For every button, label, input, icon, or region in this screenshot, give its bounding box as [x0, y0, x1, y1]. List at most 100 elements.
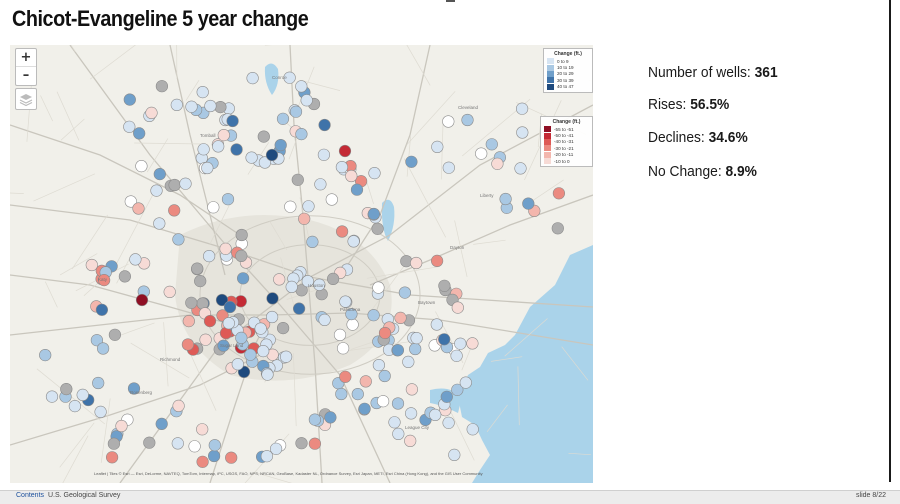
well-marker[interactable] — [124, 121, 136, 133]
well-marker[interactable] — [154, 218, 166, 230]
well-marker[interactable] — [377, 395, 389, 407]
well-marker[interactable] — [225, 452, 237, 464]
well-marker[interactable] — [516, 103, 528, 115]
layers-icon[interactable] — [15, 88, 37, 110]
well-marker[interactable] — [406, 156, 418, 168]
well-marker[interactable] — [410, 257, 422, 269]
well-marker[interactable] — [124, 94, 136, 106]
contents-link[interactable]: Contents — [16, 492, 44, 499]
well-marker[interactable] — [379, 327, 391, 339]
well-marker[interactable] — [109, 329, 121, 341]
well-marker[interactable] — [467, 424, 479, 436]
well-marker[interactable] — [220, 243, 232, 255]
well-marker[interactable] — [307, 236, 319, 248]
well-marker[interactable] — [372, 223, 384, 235]
well-marker[interactable] — [255, 323, 267, 335]
well-marker[interactable] — [194, 275, 206, 287]
well-marker[interactable] — [232, 358, 244, 370]
well-marker[interactable] — [227, 115, 239, 127]
well-marker[interactable] — [146, 107, 158, 119]
well-marker[interactable] — [334, 329, 346, 341]
well-marker[interactable] — [346, 170, 358, 182]
well-marker[interactable] — [368, 208, 380, 220]
well-marker[interactable] — [144, 437, 156, 449]
well-marker[interactable] — [389, 417, 401, 429]
well-marker[interactable] — [169, 179, 181, 191]
well-marker[interactable] — [116, 420, 128, 432]
well-marker[interactable] — [231, 144, 243, 156]
well-marker[interactable] — [222, 193, 234, 205]
well-marker[interactable] — [523, 198, 535, 210]
well-marker[interactable] — [173, 234, 185, 246]
well-marker[interactable] — [136, 294, 148, 306]
well-marker[interactable] — [309, 438, 321, 450]
well-marker[interactable] — [406, 384, 418, 396]
well-marker[interactable] — [443, 162, 455, 174]
well-marker[interactable] — [270, 443, 282, 455]
well-marker[interactable] — [133, 203, 145, 215]
well-marker[interactable] — [301, 95, 313, 107]
well-marker[interactable] — [108, 438, 120, 450]
well-marker[interactable] — [393, 428, 405, 440]
well-marker[interactable] — [340, 296, 352, 308]
well-marker[interactable] — [326, 194, 338, 206]
well-marker[interactable] — [443, 116, 455, 128]
zoom-in-button[interactable]: + — [16, 49, 36, 67]
well-marker[interactable] — [405, 408, 417, 420]
well-marker[interactable] — [360, 376, 372, 388]
well-marker[interactable] — [266, 149, 278, 161]
well-marker[interactable] — [431, 319, 443, 331]
well-marker[interactable] — [204, 315, 216, 327]
well-marker[interactable] — [97, 343, 109, 355]
well-marker[interactable] — [404, 435, 416, 447]
well-marker[interactable] — [156, 80, 168, 92]
map-canvas[interactable] — [10, 45, 593, 483]
well-marker[interactable] — [443, 417, 455, 429]
well-marker[interactable] — [257, 345, 269, 357]
well-marker[interactable] — [369, 167, 381, 179]
well-marker[interactable] — [208, 202, 220, 214]
well-marker[interactable] — [460, 377, 472, 389]
well-marker[interactable] — [348, 236, 360, 248]
well-marker[interactable] — [327, 273, 339, 285]
well-marker[interactable] — [200, 334, 212, 346]
well-marker[interactable] — [318, 149, 330, 161]
well-marker[interactable] — [156, 418, 168, 430]
well-marker[interactable] — [258, 131, 270, 143]
well-marker[interactable] — [212, 141, 224, 153]
well-marker[interactable] — [172, 438, 184, 450]
well-marker[interactable] — [467, 338, 479, 350]
well-marker[interactable] — [237, 273, 249, 285]
well-marker[interactable] — [196, 424, 208, 436]
well-marker[interactable] — [431, 255, 443, 267]
well-marker[interactable] — [401, 255, 413, 267]
well-marker[interactable] — [411, 332, 423, 344]
well-marker[interactable] — [455, 338, 467, 350]
well-marker[interactable] — [173, 400, 185, 412]
well-marker[interactable] — [339, 145, 351, 157]
well-marker[interactable] — [475, 148, 487, 160]
well-marker[interactable] — [352, 388, 364, 400]
well-marker[interactable] — [273, 274, 285, 286]
well-marker[interactable] — [392, 344, 404, 356]
well-marker[interactable] — [438, 334, 450, 346]
well-marker[interactable] — [441, 391, 453, 403]
well-marker[interactable] — [275, 139, 287, 151]
well-marker[interactable] — [309, 414, 321, 426]
well-marker[interactable] — [186, 101, 198, 113]
well-marker[interactable] — [236, 332, 248, 344]
well-marker[interactable] — [77, 389, 89, 401]
well-marker[interactable] — [337, 343, 349, 355]
well-marker[interactable] — [203, 250, 215, 262]
well-marker[interactable] — [130, 254, 142, 266]
well-marker[interactable] — [198, 144, 210, 156]
well-marker[interactable] — [189, 441, 201, 453]
well-marker[interactable] — [171, 99, 183, 111]
well-marker[interactable] — [336, 388, 348, 400]
well-marker[interactable] — [409, 343, 421, 355]
well-marker[interactable] — [197, 456, 209, 468]
zoom-out-button[interactable]: – — [16, 67, 36, 85]
well-marker[interactable] — [180, 178, 192, 190]
well-marker[interactable] — [224, 301, 236, 313]
